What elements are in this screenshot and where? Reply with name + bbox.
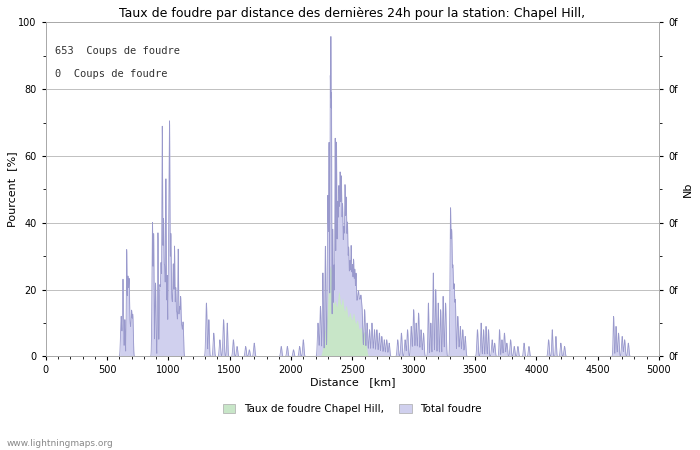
Text: 653  Coups de foudre: 653 Coups de foudre bbox=[55, 46, 180, 56]
Text: www.lightningmaps.org: www.lightningmaps.org bbox=[7, 439, 113, 448]
Y-axis label: Pourcent  [%]: Pourcent [%] bbox=[7, 152, 17, 227]
Text: 0  Coups de foudre: 0 Coups de foudre bbox=[55, 69, 167, 79]
Y-axis label: Nb: Nb bbox=[683, 182, 693, 197]
X-axis label: Distance   [km]: Distance [km] bbox=[309, 377, 395, 387]
Title: Taux de foudre par distance des dernières 24h pour la station: Chapel Hill,: Taux de foudre par distance des dernière… bbox=[119, 7, 585, 20]
Legend: Taux de foudre Chapel Hill,, Total foudre: Taux de foudre Chapel Hill,, Total foudr… bbox=[219, 400, 486, 418]
